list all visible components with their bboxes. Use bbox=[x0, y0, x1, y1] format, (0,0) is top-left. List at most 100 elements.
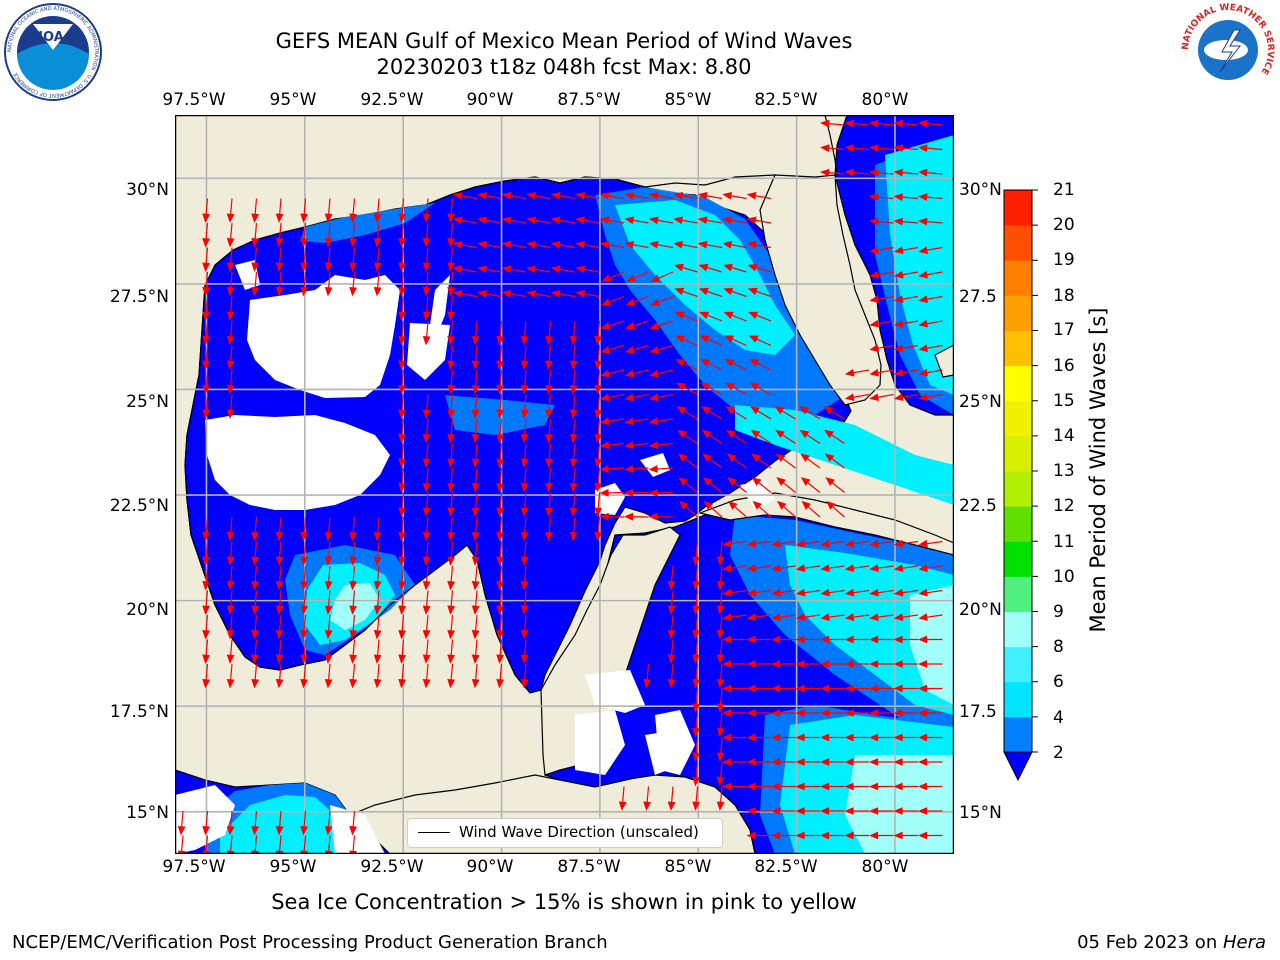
wind-wave-arrowhead bbox=[349, 630, 358, 640]
wind-wave-arrowhead bbox=[471, 556, 480, 566]
lat-label-right-17-5: 17.5 bbox=[959, 702, 997, 722]
wind-wave-arrowhead bbox=[623, 512, 634, 521]
wind-wave-arrowhead bbox=[746, 564, 757, 573]
wind-wave-arrowhead bbox=[447, 336, 456, 346]
wind-wave-arrowhead bbox=[751, 477, 762, 486]
wind-wave-arrowhead bbox=[422, 213, 431, 223]
wind-wave-arrowhead bbox=[726, 429, 736, 439]
wind-wave-arrowhead bbox=[844, 588, 855, 597]
wind-wave-arrowhead bbox=[300, 605, 309, 615]
colorbar-bin bbox=[1004, 400, 1032, 437]
wind-wave-arrowhead bbox=[398, 507, 407, 517]
wind-wave-arrowhead bbox=[893, 344, 904, 353]
colorbar-tick-18: 18 bbox=[1053, 286, 1075, 306]
wind-wave-arrowhead bbox=[727, 477, 737, 486]
wind-wave-arrowhead bbox=[496, 532, 505, 542]
wind-wave-arrowhead bbox=[373, 532, 382, 542]
wind-wave-arrowhead bbox=[300, 213, 309, 223]
wind-wave-arrowhead bbox=[893, 564, 904, 573]
lon-label-top-82-5: 82.5°W bbox=[754, 90, 818, 110]
wind-wave-arrowhead bbox=[477, 240, 488, 249]
wind-wave-arrowhead bbox=[770, 733, 781, 742]
wind-wave-arrowhead bbox=[471, 409, 480, 419]
wind-wave-arrowhead bbox=[324, 238, 333, 248]
wind-wave-arrowhead bbox=[275, 213, 284, 223]
wind-wave-arrowhead bbox=[795, 782, 805, 791]
wind-wave-arrowhead bbox=[471, 679, 480, 689]
wind-wave-arrowhead bbox=[844, 393, 855, 402]
wind-wave-arrowhead bbox=[723, 311, 734, 319]
wind-wave-arrowhead bbox=[917, 709, 928, 717]
wind-wave-arrowhead bbox=[422, 630, 431, 640]
wind-wave-arrowhead bbox=[624, 345, 635, 354]
wind-wave-arrowhead bbox=[300, 556, 309, 566]
wind-wave-arrowhead bbox=[819, 635, 830, 644]
wind-wave-arrowhead bbox=[918, 193, 928, 202]
wind-wave-arrowhead bbox=[569, 409, 578, 419]
wind-wave-arrowhead bbox=[373, 262, 382, 272]
wind-wave-arrowhead bbox=[600, 345, 611, 354]
wind-wave-arrowhead bbox=[697, 240, 708, 249]
wind-wave-arrowhead bbox=[746, 588, 757, 597]
wind-wave-arrowhead bbox=[398, 605, 407, 615]
wind-wave-arrowhead bbox=[893, 613, 904, 622]
wind-wave-arrowhead bbox=[569, 385, 578, 395]
wind-wave-arrowhead bbox=[918, 564, 928, 573]
wind-wave-arrowhead bbox=[501, 216, 512, 225]
lat-label-right-27-5: 27.5 bbox=[959, 287, 997, 307]
wind-wave-arrowhead bbox=[471, 360, 480, 370]
wind-wave-arrowhead bbox=[324, 826, 333, 836]
wind-wave-arrowhead bbox=[893, 733, 903, 742]
wind-wave-arrowhead bbox=[202, 409, 211, 419]
wind-wave-arrowhead bbox=[893, 684, 903, 693]
wind-wave-arrowhead bbox=[624, 369, 635, 378]
wind-wave-arrowhead bbox=[869, 193, 879, 202]
wind-wave-arrowhead bbox=[722, 588, 732, 597]
wind-wave-arrowhead bbox=[398, 679, 407, 689]
wind-wave-arrowhead bbox=[844, 660, 854, 668]
wind-wave-arrowhead bbox=[692, 728, 701, 738]
wind-wave-arrowhead bbox=[819, 684, 830, 693]
wind-wave-arrowhead bbox=[799, 406, 809, 415]
wind-wave-arrowhead bbox=[918, 144, 928, 153]
lat-label-left-25: 25°N bbox=[126, 392, 169, 412]
wind-wave-arrowhead bbox=[624, 417, 634, 426]
wind-wave-arrowhead bbox=[676, 382, 686, 391]
colorbar-bin bbox=[1004, 365, 1032, 402]
wind-wave-arrowhead bbox=[471, 532, 480, 542]
wind-wave-arrowhead bbox=[624, 441, 634, 450]
wind-wave-arrowhead bbox=[750, 406, 760, 415]
wind-wave-arrowhead bbox=[844, 709, 854, 717]
wind-wave-arrowhead bbox=[275, 826, 284, 836]
wind-wave-arrowhead bbox=[226, 360, 235, 370]
wind-wave-arrowhead bbox=[869, 119, 879, 128]
wind-wave-arrowhead bbox=[599, 191, 610, 200]
wind-wave-arrowhead bbox=[373, 287, 382, 297]
wind-wave-arrowhead bbox=[702, 477, 713, 486]
wind-wave-arrowhead bbox=[795, 635, 805, 644]
wind-wave-arrowhead bbox=[723, 287, 734, 296]
wind-wave-arrowhead bbox=[650, 274, 661, 282]
wind-wave-arrowhead bbox=[679, 500, 689, 510]
wind-wave-arrowhead bbox=[701, 429, 712, 439]
wind-wave-arrowhead bbox=[868, 807, 879, 815]
wind-wave-arrowhead bbox=[520, 507, 529, 517]
wind-wave-arrowhead bbox=[721, 635, 732, 644]
wind-wave-arrowhead bbox=[770, 684, 781, 693]
wind-wave-arrowhead bbox=[795, 539, 806, 548]
wind-wave-arrowhead bbox=[452, 265, 463, 274]
wind-wave-arrowhead bbox=[251, 826, 260, 836]
wind-wave-arrowhead bbox=[275, 532, 284, 542]
wind-wave-arrowhead bbox=[819, 782, 830, 791]
wind-wave-arrowhead bbox=[422, 458, 431, 468]
wind-wave-arrowhead bbox=[599, 465, 609, 473]
wind-wave-arrowhead bbox=[300, 532, 309, 542]
wind-wave-arrowhead bbox=[569, 532, 578, 542]
wind-wave-arrowhead bbox=[869, 319, 880, 328]
wind-wave-arrowhead bbox=[447, 679, 456, 689]
wind-wave-arrowhead bbox=[477, 216, 488, 225]
wind-wave-arrowhead bbox=[648, 191, 659, 200]
wind-wave-arrowhead bbox=[746, 684, 756, 693]
wind-wave-arrowhead bbox=[373, 213, 382, 223]
wind-wave-arrowhead bbox=[300, 679, 309, 689]
